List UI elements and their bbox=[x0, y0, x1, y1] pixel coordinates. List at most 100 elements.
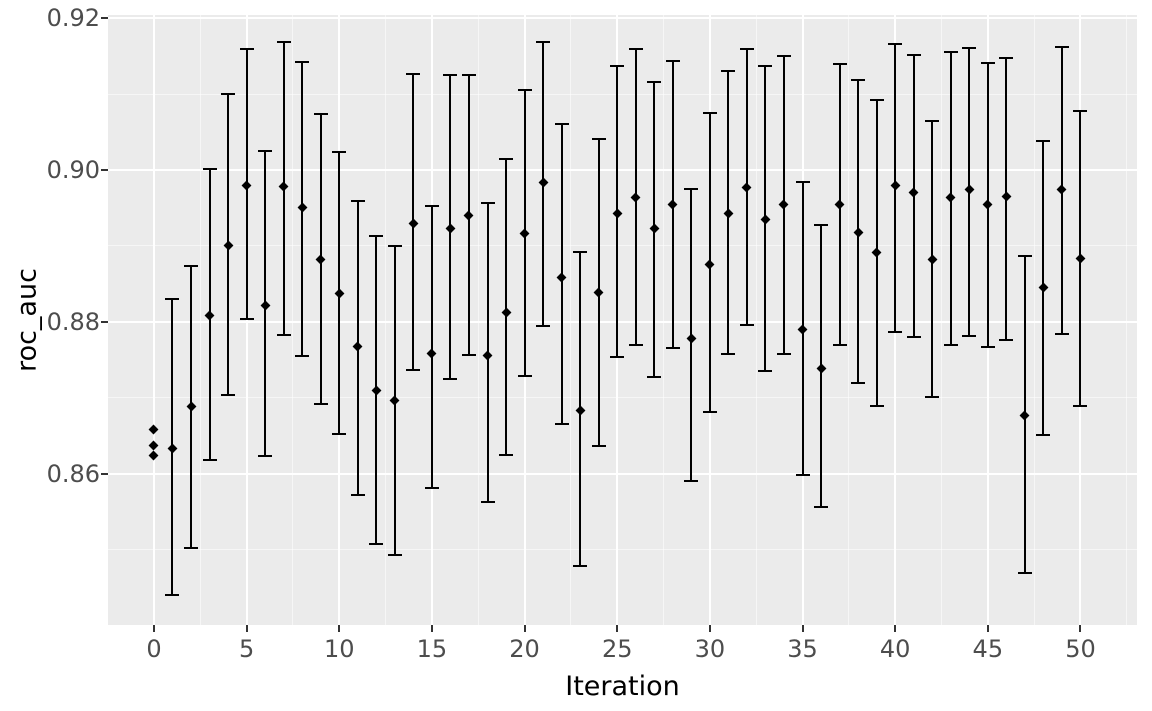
y-axis-tick bbox=[101, 17, 108, 20]
estimate-point bbox=[426, 348, 437, 358]
errorbar-cap-top bbox=[295, 61, 310, 64]
x-axis-tick bbox=[708, 625, 711, 632]
errorbar-cap-top bbox=[387, 244, 402, 247]
errorbar-cap-bottom bbox=[350, 494, 365, 497]
gridline-y-major bbox=[108, 168, 1137, 171]
estimate-point bbox=[927, 254, 938, 265]
errorbar-cap-top bbox=[369, 235, 384, 238]
errorbar-cap-bottom bbox=[1054, 333, 1069, 336]
estimate-point bbox=[723, 208, 734, 219]
x-axis-tick bbox=[616, 625, 619, 632]
y-tick-label: 0.90 bbox=[46, 155, 100, 184]
errorbar-cap-bottom bbox=[925, 396, 940, 399]
errorbar-cap-top bbox=[221, 93, 236, 95]
estimate-point bbox=[1056, 184, 1067, 195]
errorbar-cap-top bbox=[332, 150, 347, 153]
x-tick-label: 45 bbox=[972, 635, 1004, 663]
errorbar-cap-top bbox=[869, 99, 884, 102]
x-axis-tick bbox=[338, 625, 341, 632]
errorbar-cap-bottom bbox=[1036, 434, 1051, 437]
errorbar-cap-top bbox=[1073, 109, 1088, 112]
errorbar-cap-bottom bbox=[943, 343, 958, 346]
initial-point bbox=[149, 424, 159, 435]
y-axis-title: roc_auc bbox=[11, 268, 43, 372]
x-axis-title: Iteration bbox=[565, 671, 680, 702]
y-axis-tick bbox=[101, 168, 108, 171]
errorbar-cap-top bbox=[906, 53, 921, 56]
errorbar-cap-bottom bbox=[258, 454, 273, 457]
gridline-x-minor bbox=[755, 15, 757, 625]
errorbar-cap-top bbox=[739, 48, 754, 51]
errorbar-cap-top bbox=[795, 181, 810, 184]
errorbar-cap-bottom bbox=[276, 333, 291, 336]
errorbar-cap-top bbox=[554, 123, 569, 126]
estimate-point bbox=[982, 199, 993, 210]
x-tick-label: 30 bbox=[694, 635, 726, 663]
gridline-x-major bbox=[152, 15, 155, 625]
errorbar-cap-bottom bbox=[665, 346, 680, 349]
errorbar-cap-bottom bbox=[1017, 572, 1032, 575]
plot-panel bbox=[108, 15, 1137, 625]
estimate-point bbox=[315, 254, 326, 265]
estimate-point bbox=[1019, 410, 1030, 421]
errorbar-cap-bottom bbox=[980, 345, 995, 348]
estimate-point bbox=[223, 240, 234, 251]
gridline-x-minor bbox=[292, 15, 294, 625]
gridline-x-minor bbox=[1126, 15, 1128, 625]
errorbar-cap-bottom bbox=[221, 393, 236, 396]
errorbar-cap-top bbox=[980, 61, 995, 64]
estimate-point bbox=[741, 182, 752, 193]
errorbar-cap-bottom bbox=[443, 377, 458, 380]
estimate-point bbox=[575, 405, 586, 415]
errorbar-cap-bottom bbox=[999, 339, 1014, 342]
gridline-y-major bbox=[108, 472, 1137, 475]
gridline-x-minor bbox=[570, 15, 572, 625]
gridline-y-major bbox=[108, 17, 1137, 20]
estimate-point bbox=[964, 184, 975, 195]
estimate-point bbox=[816, 364, 826, 374]
gridline-x-major bbox=[245, 15, 248, 625]
estimate-point bbox=[352, 342, 363, 352]
errorbar-cap-top bbox=[943, 51, 958, 54]
errorbar-cap-bottom bbox=[369, 542, 384, 545]
estimate-point bbox=[464, 210, 474, 221]
errorbar-cap-top bbox=[814, 224, 829, 227]
estimate-point bbox=[649, 223, 660, 234]
errorbar-cap-bottom bbox=[499, 453, 514, 456]
x-tick-label: 25 bbox=[601, 635, 633, 663]
gridline-y-minor bbox=[108, 245, 1137, 247]
errorbar-cap-bottom bbox=[906, 336, 921, 339]
estimate-point bbox=[445, 223, 456, 234]
errorbar-cap-bottom bbox=[461, 354, 476, 357]
estimate-point bbox=[797, 324, 808, 335]
errorbar-cap-bottom bbox=[332, 432, 347, 435]
errorbar-cap-bottom bbox=[684, 480, 699, 483]
errorbar-cap-top bbox=[684, 187, 699, 190]
errorbar-cap-top bbox=[776, 55, 791, 58]
errorbar-cap-top bbox=[276, 41, 291, 44]
y-tick-label: 0.86 bbox=[46, 459, 100, 488]
x-tick-label: 35 bbox=[787, 635, 818, 663]
errorbar-cap-top bbox=[424, 204, 439, 207]
gridline-y-minor bbox=[108, 93, 1137, 95]
errorbar-cap-bottom bbox=[628, 344, 643, 347]
errorbar-cap-bottom bbox=[832, 343, 847, 346]
errorbar-cap-bottom bbox=[1073, 405, 1088, 408]
errorbar-cap-top bbox=[721, 70, 736, 73]
errorbar-cap-top bbox=[1036, 140, 1051, 143]
x-axis-tick bbox=[430, 625, 433, 632]
errorbar-line bbox=[430, 205, 433, 488]
errorbar-cap-bottom bbox=[776, 352, 791, 355]
errorbar-cap-top bbox=[851, 79, 866, 82]
x-tick-label: 20 bbox=[509, 635, 540, 663]
x-axis-tick bbox=[523, 625, 526, 632]
errorbar-cap-bottom bbox=[424, 486, 439, 489]
estimate-point bbox=[760, 214, 771, 225]
errorbar-cap-bottom bbox=[536, 324, 551, 327]
errorbar-cap-top bbox=[573, 251, 588, 253]
errorbar-cap-bottom bbox=[517, 374, 532, 377]
errorbar-cap-top bbox=[999, 57, 1014, 60]
gridline-x-minor bbox=[385, 15, 387, 625]
x-tick-label: 40 bbox=[879, 635, 911, 663]
